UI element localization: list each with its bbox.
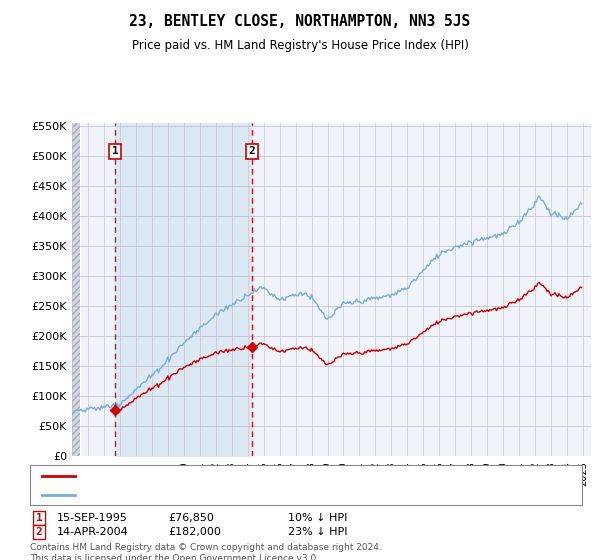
Text: £76,850: £76,850 [168, 513, 214, 523]
Text: 2: 2 [249, 146, 256, 156]
Text: HPI: Average price, detached house, West Northamptonshire: HPI: Average price, detached house, West… [81, 490, 398, 500]
Text: 23, BENTLEY CLOSE, NORTHAMPTON, NN3 5JS (detached house): 23, BENTLEY CLOSE, NORTHAMPTON, NN3 5JS … [81, 471, 415, 481]
Text: 23% ↓ HPI: 23% ↓ HPI [288, 527, 347, 537]
Text: £182,000: £182,000 [168, 527, 221, 537]
Text: Contains HM Land Registry data © Crown copyright and database right 2024.
This d: Contains HM Land Registry data © Crown c… [30, 543, 382, 560]
Text: 23, BENTLEY CLOSE, NORTHAMPTON, NN3 5JS: 23, BENTLEY CLOSE, NORTHAMPTON, NN3 5JS [130, 14, 470, 29]
Text: 1: 1 [112, 146, 119, 156]
Bar [72, 123, 80, 456]
Text: Price paid vs. HM Land Registry's House Price Index (HPI): Price paid vs. HM Land Registry's House … [131, 39, 469, 52]
Text: 1: 1 [35, 513, 43, 523]
Text: 15-SEP-1995: 15-SEP-1995 [57, 513, 128, 523]
Text: 10% ↓ HPI: 10% ↓ HPI [288, 513, 347, 523]
Text: 2: 2 [35, 527, 43, 537]
Text: 14-APR-2004: 14-APR-2004 [57, 527, 129, 537]
